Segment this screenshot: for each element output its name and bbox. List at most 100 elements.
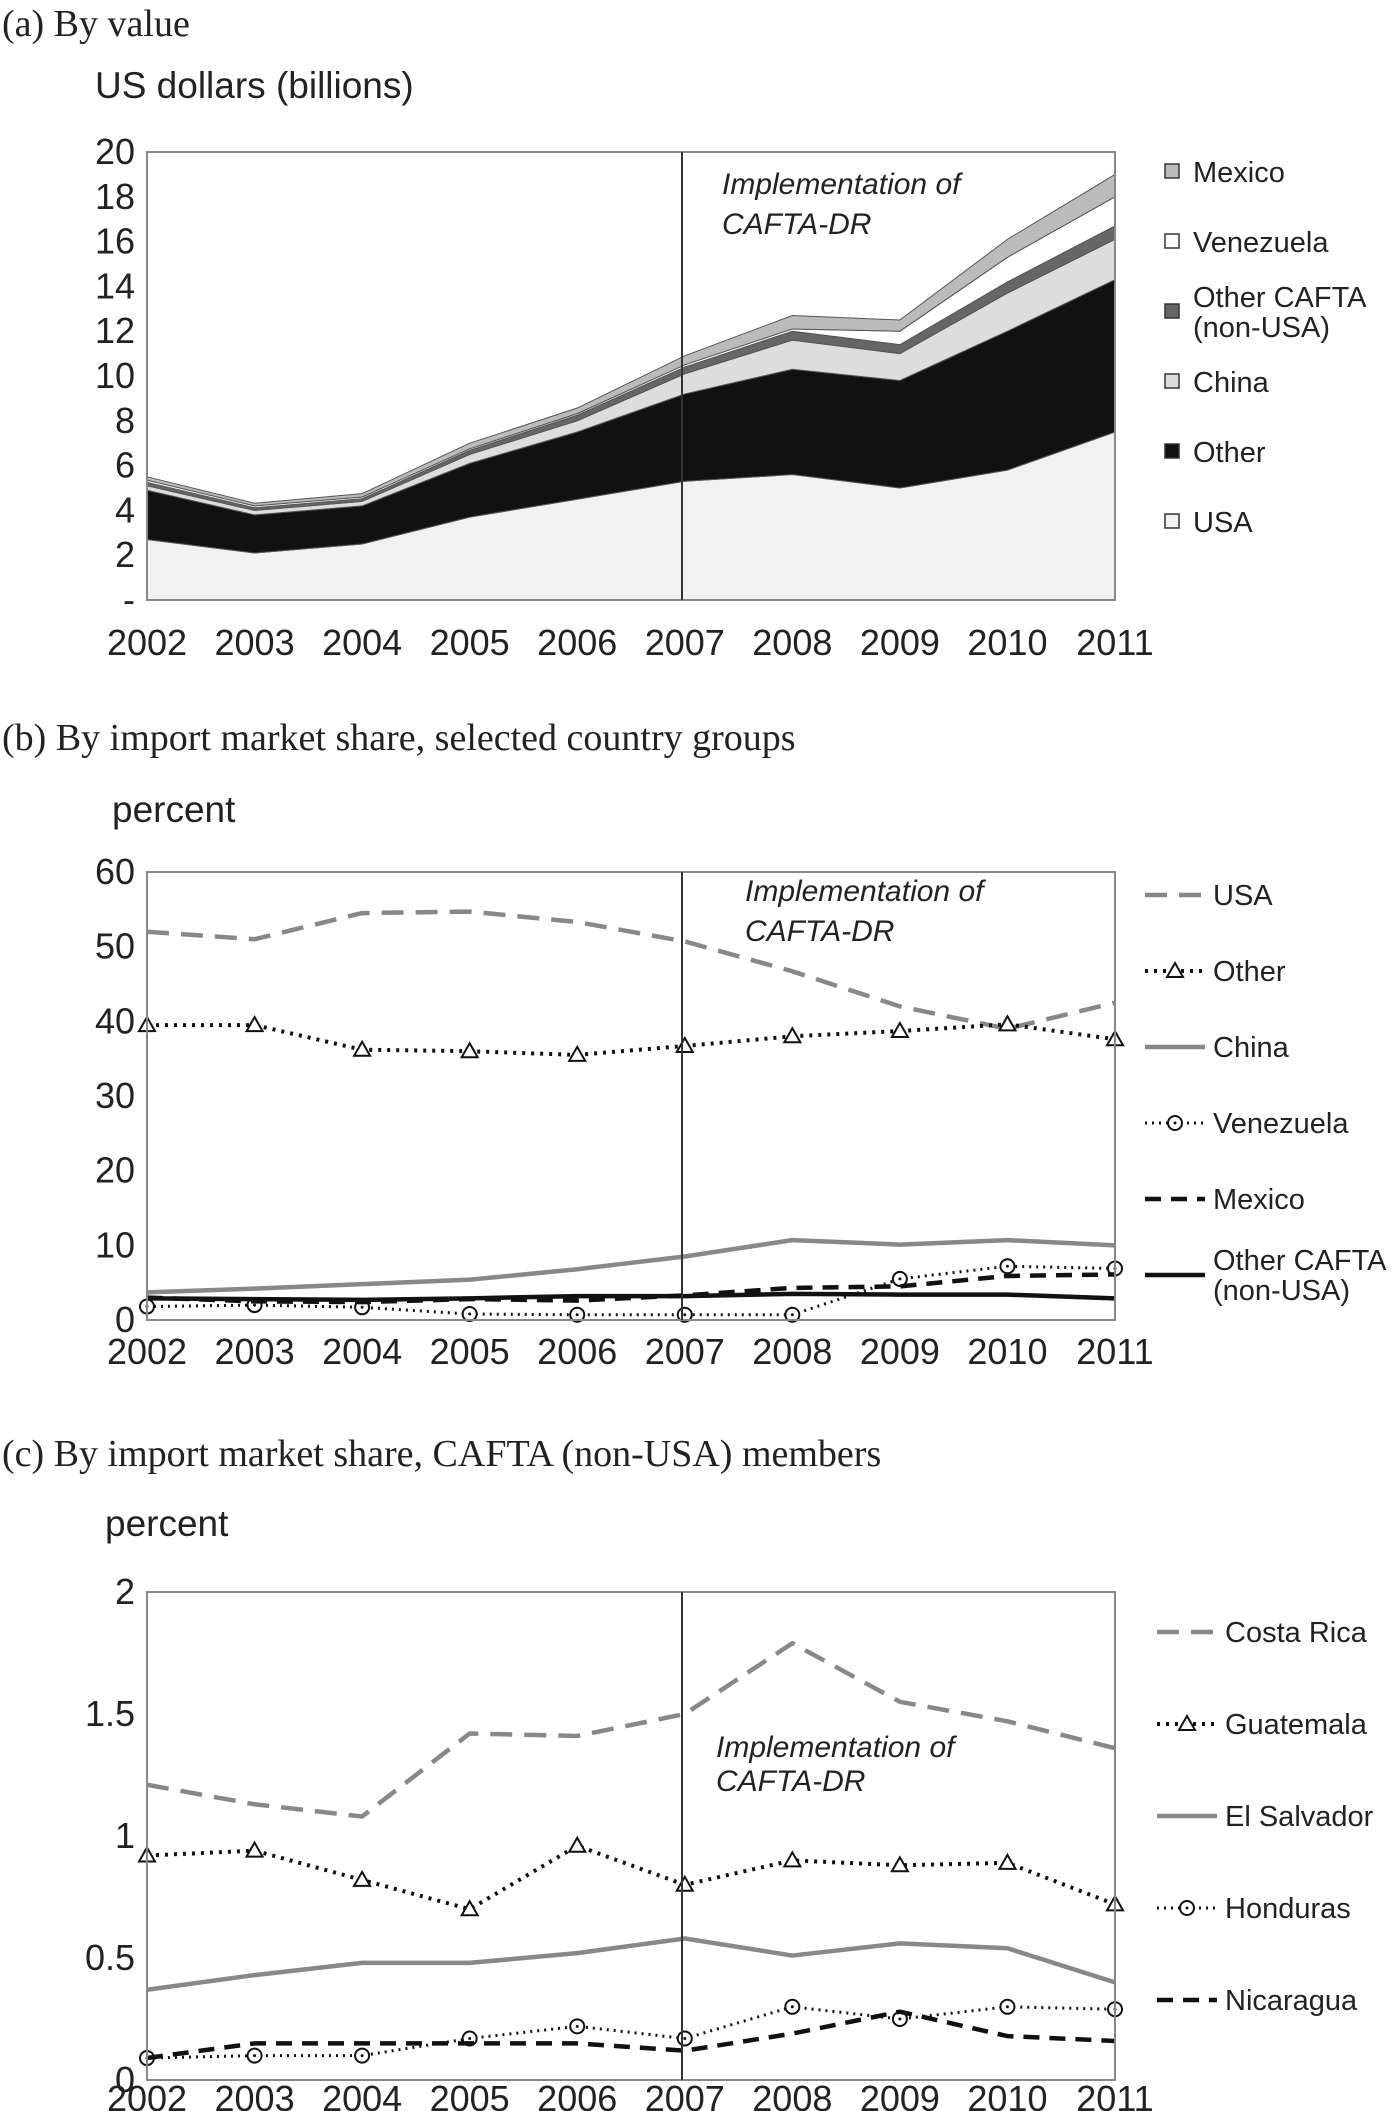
panel-c-title: (c) By import market share, CAFTA (non-U… [2,1433,881,1475]
x-tick-label: 2006 [537,622,617,663]
x-tick-label: 2004 [322,622,402,663]
point-other [244,1015,265,1033]
y-tick-label: 14 [95,265,135,306]
x-tick-label: 2008 [752,1331,832,1372]
x-tick-label: 2006 [537,2078,617,2111]
line-honduras [146,2005,1116,2060]
legend-label-honduras: Honduras [1225,1893,1351,1925]
x-tick-label: 2010 [967,2078,1047,2111]
x-tick-label: 2006 [537,1331,617,1372]
y-tick-label: 16 [95,221,135,262]
y-tick-label: 10 [95,355,135,396]
y-tick-label: 0 [115,2059,135,2100]
point-other [352,1039,372,1057]
y-tick-label: 30 [95,1075,135,1116]
x-tick-label: 2010 [967,622,1047,663]
legend-marker-honduras [1179,1900,1195,1916]
x-tick-label: 2010 [967,1331,1047,1372]
x-tick-label: 2009 [860,2078,940,2111]
legend-label-venezuela: Venezuela [1193,227,1329,259]
y-tick-label: 12 [95,310,135,351]
legend-swatch-other [1164,443,1180,459]
legend-label-other: Other [1193,437,1266,469]
y-tick-label: 2 [115,1571,135,1612]
point-other [459,1041,480,1059]
series-honduras [139,1998,1123,2067]
line-china [146,1237,1116,1295]
panel-b-unit-label: percent [112,789,236,830]
series-nicaragua [146,2009,1116,2061]
x-tick-label: 2005 [430,1331,510,1372]
legend-label-nicaragua: Nicaragua [1225,1985,1358,2017]
series-el-salvador [146,1936,1116,1992]
legend-label-china: China [1193,367,1270,399]
point-guatemala [782,1850,803,1868]
legend-swatch-venezuela [1164,233,1180,249]
series-other [137,1014,1125,1062]
panel-c-cafta-members-chart: (c) By import market share, CAFTA (non-U… [2,1433,1374,2111]
legend-label-venezuela: Venezuela [1213,1108,1349,1140]
x-tick-label: 2007 [645,622,725,663]
series-costa-rica [146,1640,1116,1819]
legend-label-guatemala: Guatemala [1225,1709,1368,1741]
line-other [147,1022,1116,1057]
x-tick-label: 2004 [322,1331,402,1372]
legend-marker-other [1165,960,1185,978]
panel-c-annotation-line1: Implementation of [716,1731,957,1764]
legend-marker-guatemala [1177,1713,1197,1731]
y-tick-label: 0 [115,1299,135,1340]
legend-label-costa-rica: Costa Rica [1225,1617,1368,1649]
legend-label-china: China [1213,1032,1290,1064]
x-tick-label: 2008 [752,2078,832,2111]
panel-b-plot-frame [146,871,1116,1321]
y-tick-label: 0.5 [85,1937,135,1978]
y-tick-label: - [123,579,135,620]
point-other [567,1044,587,1062]
x-tick-label: 2007 [645,1331,725,1372]
x-tick-label: 2011 [1076,622,1153,663]
y-tick-label: 60 [95,851,135,892]
series-venezuela [139,1258,1123,1323]
y-tick-label: 10 [95,1224,135,1265]
point-venezuela [891,1270,908,1287]
panel-b-share-chart: (b) By import market share, selected cou… [2,717,1387,1372]
y-tick-label: 4 [115,489,135,530]
point-honduras [354,2047,371,2064]
y-tick-label: 8 [115,400,135,441]
x-tick-label: 2009 [860,1331,940,1372]
y-tick-label: 40 [95,1000,135,1041]
x-tick-label: 2009 [860,622,940,663]
x-tick-label: 2002 [107,2078,187,2111]
point-guatemala [244,1840,265,1858]
point-honduras [676,2030,693,2047]
point-guatemala [890,1855,910,1873]
x-tick-label: 2011 [1076,1331,1153,1372]
series-china [146,1237,1116,1295]
panel-a-title: (a) By value [2,3,190,45]
point-other [782,1026,803,1044]
point-honduras [999,1998,1016,2015]
point-guatemala [459,1899,480,1917]
y-tick-label: 18 [95,176,135,217]
legend-label-mexico: Mexico [1213,1184,1305,1216]
legend-label-usa: USA [1193,507,1253,539]
point-guatemala [567,1835,587,1853]
point-honduras [784,1998,801,2015]
panel-c-plot-frame [146,1591,1116,2081]
legend-label-other-cafta-non-usa: Other CAFTA (non-USA) [1193,282,1367,344]
legend-label-other-cafta-non-usa: Other CAFTA (non-USA) [1213,1245,1387,1307]
panel-a-unit-label: US dollars (billions) [95,65,414,106]
x-tick-label: 2004 [322,2078,402,2111]
panel-b-annotation-line2: CAFTA-DR [745,915,894,948]
point-venezuela [999,1258,1016,1275]
legend-swatch-usa [1164,513,1180,529]
legend-swatch-other-cafta-non-usa [1164,303,1180,319]
legend-swatch-china [1164,373,1180,389]
point-venezuela [784,1306,801,1323]
point-venezuela [461,1306,478,1323]
x-tick-label: 2005 [430,2078,510,2111]
point-guatemala [352,1869,372,1887]
point-guatemala [675,1874,695,1892]
panel-c-unit-label: percent [105,1503,229,1544]
